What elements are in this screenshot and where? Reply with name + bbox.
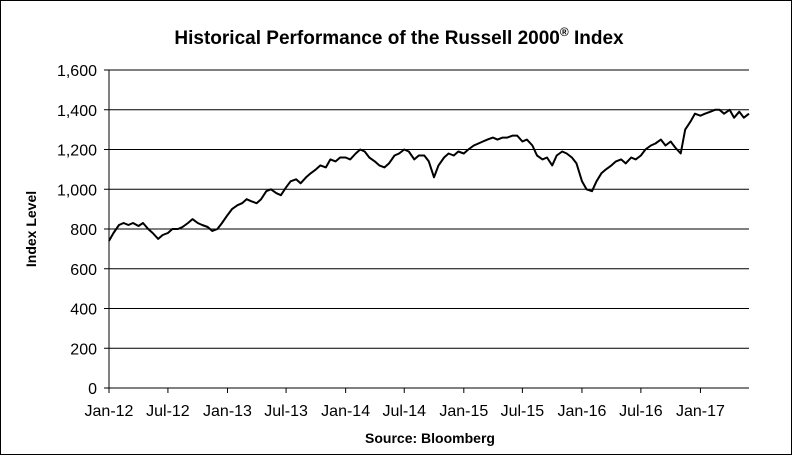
x-axis-label: Source: Bloomberg [365, 430, 495, 446]
chart-title: Historical Performance of the Russell 20… [174, 25, 624, 49]
x-axis-ticks: Jan-12 Jul-12 Jan-13 Jul-13 Jan-14 Jul-14 Jan-… [85, 388, 725, 420]
series-line [108, 108, 750, 242]
x-tick-label: Jan-12 [85, 403, 134, 420]
x-tick-label: Jul-14 [382, 403, 426, 420]
y-tick-label: 600 [70, 262, 97, 279]
y-tick-label: 1,600 [57, 63, 97, 80]
y-tick-label: 1,200 [57, 143, 97, 160]
x-tick-label: Jul-12 [146, 403, 190, 420]
x-tick-label: Jan-15 [439, 403, 488, 420]
y-tick-label: 1,000 [57, 182, 97, 199]
y-tick-label: 200 [70, 341, 97, 358]
x-tick-label: Jan-14 [321, 403, 370, 420]
y-axis-ticks: 0 200 400 600 800 1,000 1,200 1,400 1,600 [57, 63, 109, 398]
gridlines [109, 69, 749, 349]
y-axis-label: Index Level [23, 191, 39, 267]
x-tick-label: Jul-16 [619, 403, 663, 420]
x-tick-label: Jul-15 [501, 403, 545, 420]
y-tick-label: 0 [88, 381, 97, 398]
x-tick-label: Jan-17 [676, 403, 725, 420]
x-tick-label: Jul-13 [264, 403, 308, 420]
y-tick-label: 800 [70, 222, 97, 239]
x-tick-label: Jan-13 [203, 403, 252, 420]
y-tick-label: 400 [70, 302, 97, 319]
x-tick-label: Jan-16 [557, 403, 606, 420]
y-tick-label: 1,400 [57, 103, 97, 120]
